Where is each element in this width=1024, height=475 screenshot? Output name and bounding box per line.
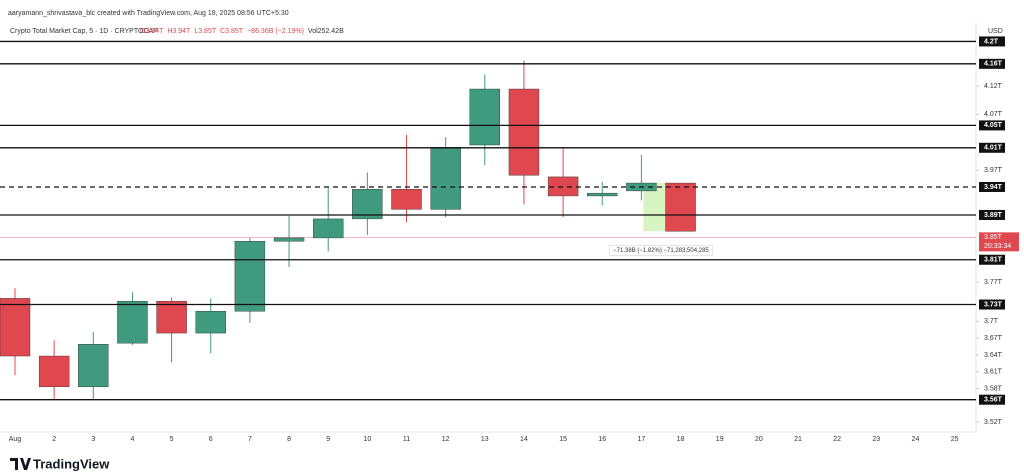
logo: TradingView xyxy=(10,456,110,471)
legend-value: L3.85T xyxy=(194,28,217,35)
x-tick-label: 18 xyxy=(677,436,685,443)
level-label: 4.16T xyxy=(984,61,1003,68)
x-tick-label: 10 xyxy=(363,436,371,443)
x-tick-label: Aug xyxy=(9,436,22,443)
x-tick-label: 24 xyxy=(912,436,920,443)
x-tick-label: 14 xyxy=(520,436,528,443)
x-tick-label: 13 xyxy=(481,436,489,443)
legend-value: −86.36B (−2.19%) xyxy=(247,28,304,35)
candle-body xyxy=(117,300,148,344)
x-tick-label: 2 xyxy=(52,436,56,443)
candle-body xyxy=(508,88,540,176)
legend-value: C3.85T xyxy=(220,28,244,35)
candle-body xyxy=(587,192,618,197)
legend-value: Vol252.42B xyxy=(308,28,344,35)
y-tick-label: 3.58T xyxy=(984,385,1003,392)
x-tick-label: 6 xyxy=(209,436,213,443)
level-label: 4.2T xyxy=(984,38,999,45)
x-tick-label: 17 xyxy=(638,436,646,443)
candle-body xyxy=(391,189,422,210)
level-tag xyxy=(979,181,1005,192)
candle-body xyxy=(352,189,383,220)
y-tick-label: 4.12T xyxy=(984,83,1003,90)
level-label: 4.05T xyxy=(984,122,1003,129)
candle-body xyxy=(430,147,461,210)
level-tag xyxy=(979,299,1005,310)
current-price-tag xyxy=(979,232,1019,252)
x-tick-label: 25 xyxy=(951,436,959,443)
x-tick-label: 15 xyxy=(559,436,567,443)
y-tick-label: 3.61T xyxy=(984,369,1003,376)
currency: USD xyxy=(988,28,1003,35)
current-price-label: 3.85T xyxy=(984,234,1003,241)
x-tick-label: 23 xyxy=(872,436,880,443)
x-tick-label: 20 xyxy=(755,436,763,443)
level-label: 3.56T xyxy=(984,397,1003,404)
level-label: 4.01T xyxy=(984,145,1003,152)
candle-body xyxy=(38,355,70,388)
x-tick-label: 21 xyxy=(794,436,802,443)
candle-body xyxy=(665,182,696,232)
y-tick-label: 3.52T xyxy=(984,419,1003,426)
logo-mark xyxy=(10,458,31,470)
level-label: 3.73T xyxy=(984,301,1003,308)
candle-body xyxy=(0,298,31,357)
x-tick-label: 4 xyxy=(130,436,134,443)
level-tag xyxy=(979,254,1005,265)
candle-body xyxy=(195,311,226,334)
level-tag xyxy=(979,209,1005,220)
level-tag xyxy=(979,142,1005,153)
y-tick-label: 3.77T xyxy=(984,279,1003,286)
candle-body xyxy=(469,88,500,146)
x-tick-label: 11 xyxy=(403,436,410,443)
legend-value: O3.94T xyxy=(140,28,164,35)
x-tick-label: 9 xyxy=(326,436,330,443)
level-tag xyxy=(979,36,1005,47)
x-tick-label: 3 xyxy=(91,436,95,443)
level-label: 3.89T xyxy=(984,212,1003,219)
level-tag xyxy=(979,394,1005,405)
brand: TradingView xyxy=(33,456,110,471)
x-tick-label: 8 xyxy=(287,436,291,443)
x-tick-label: 19 xyxy=(716,436,724,443)
x-tick-label: 16 xyxy=(598,436,606,443)
candle-body xyxy=(234,241,266,312)
level-tag xyxy=(979,58,1005,69)
level-tag xyxy=(979,120,1005,131)
countdown: 20:33:34 xyxy=(984,243,1011,250)
y-tick-label: 3.67T xyxy=(984,335,1003,342)
candle-body xyxy=(313,218,344,239)
candle-body xyxy=(273,237,305,242)
x-tick-label: 5 xyxy=(170,436,174,443)
level-label: 3.94T xyxy=(984,184,1003,191)
y-tick-label: 3.7T xyxy=(984,318,999,325)
level-label: 3.81T xyxy=(984,257,1003,264)
x-tick-label: 22 xyxy=(833,436,841,443)
candle-body xyxy=(156,300,187,334)
author-line: aaryamann_shrivastava_blc created with T… xyxy=(8,10,289,17)
y-tick-label: 3.64T xyxy=(984,352,1003,359)
candle-body xyxy=(78,344,109,388)
x-tick-label: 7 xyxy=(248,436,252,443)
legend-value: H3.94T xyxy=(167,28,191,35)
y-tick-label: 4.07T xyxy=(984,111,1003,118)
measure-label: −71.38B (−1.82%) −71,283,504,285 xyxy=(613,248,709,254)
y-tick-label: 3.97T xyxy=(984,167,1003,174)
measure-label-bg xyxy=(608,245,714,256)
x-tick-label: 12 xyxy=(442,436,450,443)
chart-title: Crypto Total Market Cap, 5 · 1D · CRYPTO… xyxy=(10,28,158,35)
